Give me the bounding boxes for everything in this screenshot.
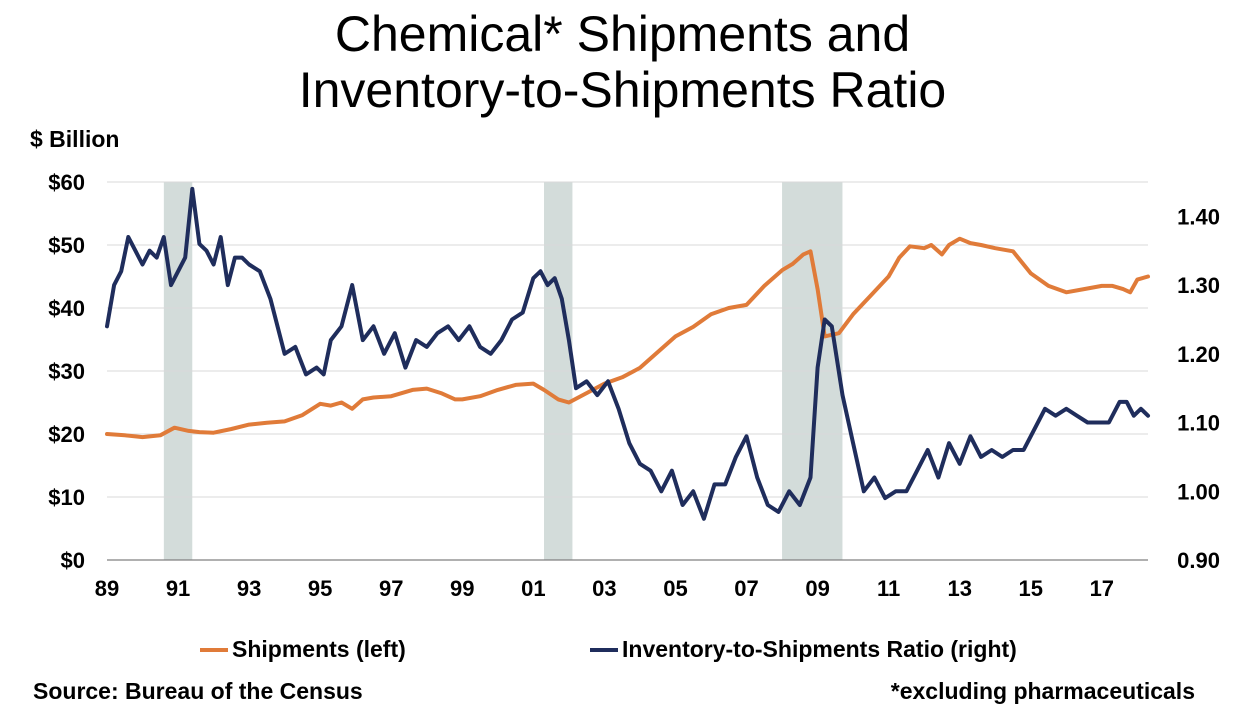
x-tick-label: 15 [1019,576,1043,601]
x-tick-label: 13 [947,576,971,601]
source-note: Source: Bureau of the Census [33,678,363,704]
x-tick-label: 05 [663,576,687,601]
left-tick-label: $30 [48,359,85,384]
x-tick-label: 09 [805,576,829,601]
right-tick-label: 0.90 [1177,548,1220,573]
left-tick-labels: $0 $10 $20 $30 $40 $50 $60 [48,170,85,573]
chart-title-line-1: Chemical* Shipments and [334,6,911,62]
legend-label-shipments: Shipments (left) [232,636,406,662]
x-tick-label: 97 [379,576,403,601]
x-tick-label: 03 [592,576,616,601]
right-tick-label: 1.40 [1177,204,1220,229]
left-tick-label: $20 [48,422,85,447]
right-tick-label: 1.10 [1177,411,1220,436]
right-tick-label: 1.20 [1177,342,1220,367]
x-tick-label: 99 [450,576,474,601]
x-tick-label: 95 [308,576,332,601]
series-lines [105,186,1150,521]
x-tick-label: 07 [734,576,758,601]
x-tick-labels: 89 91 93 95 97 99 01 03 05 07 09 11 13 15 17 [95,576,1114,601]
left-axis-unit-label: $ Billion [30,126,120,152]
left-tick-label: $10 [48,485,85,510]
left-tick-label: $60 [48,170,85,195]
x-tick-label: 17 [1090,576,1114,601]
left-tick-label: $0 [61,548,85,573]
legend-item-ratio: Inventory-to-Shipments Ratio (right) [590,636,1017,663]
x-tick-label: 93 [237,576,261,601]
left-tick-label: $40 [48,296,85,321]
right-tick-label: 1.00 [1177,479,1220,504]
right-tick-labels: 0.90 1.00 1.10 1.20 1.30 1.40 [1177,204,1220,573]
right-tick-label: 1.30 [1177,273,1220,298]
footnote: *excluding pharmaceuticals [890,678,1195,704]
legend-item-shipments: Shipments (left) [200,636,406,663]
shipments-line [105,236,1150,440]
chart-title-line-2: Inventory-to-Shipments Ratio [298,62,947,118]
x-tick-label: 01 [521,576,545,601]
x-tick-label: 11 [877,576,900,601]
legend-swatch-ratio [590,647,618,652]
x-tick-label: 89 [95,576,119,601]
legend-label-ratio: Inventory-to-Shipments Ratio (right) [622,636,1017,662]
ratio-line [105,186,1150,521]
left-tick-label: $50 [48,233,85,258]
chart-title: Chemical* Shipments and Inventory-to-Shi… [0,6,1245,118]
x-tick-label: 91 [166,576,190,601]
legend-swatch-shipments [200,647,228,652]
